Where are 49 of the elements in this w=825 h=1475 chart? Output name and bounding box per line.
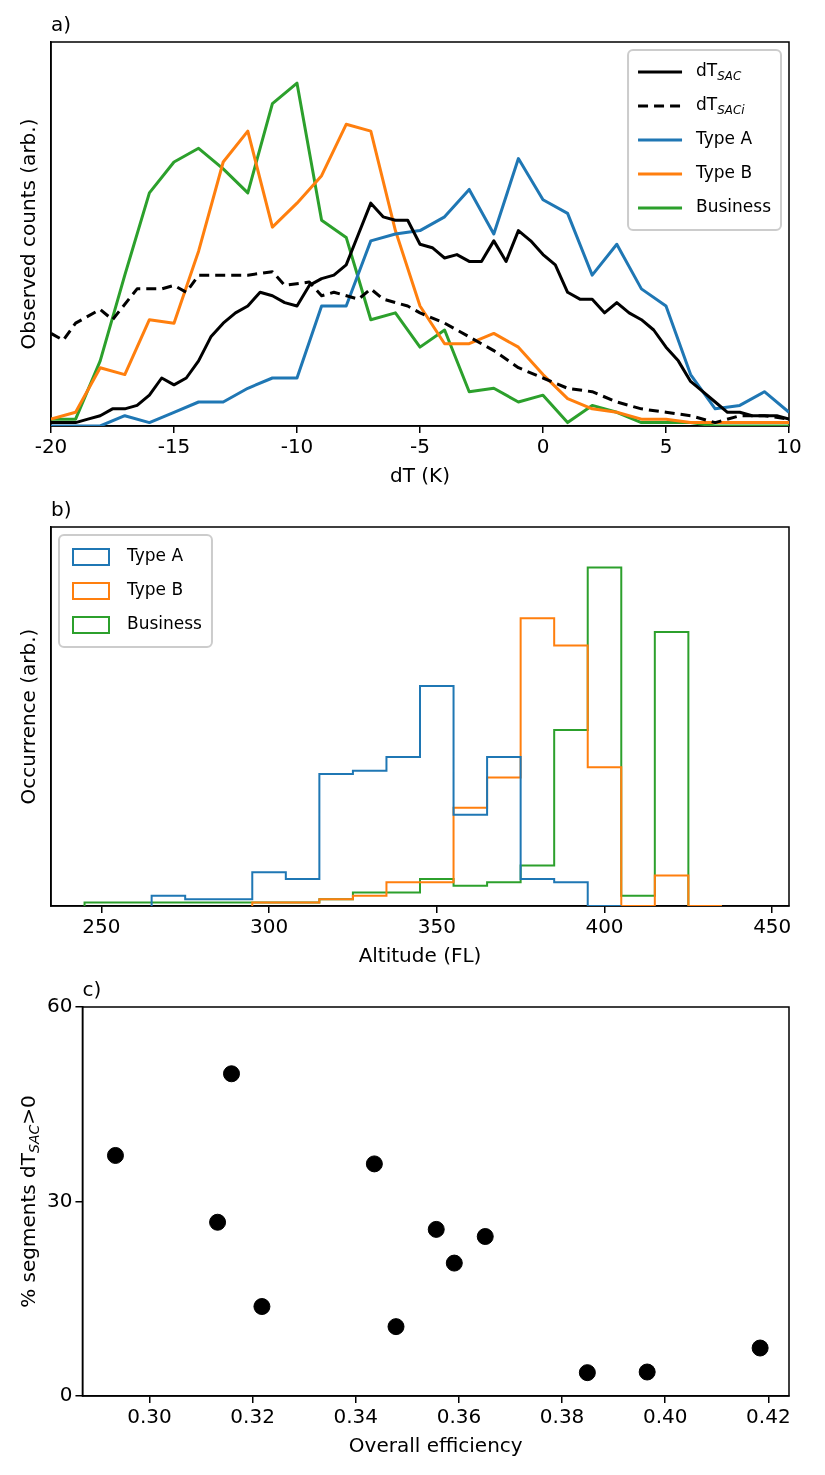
x-tick-label: 0.34 — [333, 1404, 379, 1429]
point — [253, 1298, 271, 1316]
point — [638, 1363, 656, 1381]
point — [427, 1220, 445, 1238]
legend-label: Type A — [695, 128, 753, 149]
x-tick-label: 400 — [585, 914, 624, 939]
point — [578, 1364, 596, 1382]
x-axis-title: Overall efficiency — [348, 1433, 523, 1458]
y-axis-title: Occurrence (arb.) — [16, 628, 41, 805]
point — [223, 1065, 240, 1083]
x-tick-label: 0.32 — [230, 1404, 275, 1429]
x-tick-label: 450 — [753, 914, 792, 939]
y-tick-label: 30 — [47, 1187, 73, 1212]
x-tick-label: 5 — [659, 434, 673, 459]
legend-label: Type B — [695, 162, 753, 183]
point — [365, 1155, 383, 1173]
point — [106, 1146, 124, 1164]
x-tick-label: -15 — [157, 434, 191, 459]
legend-label: Type B — [126, 579, 184, 600]
x-tick-label: 0.38 — [539, 1404, 585, 1429]
y-tick-label: 60 — [47, 993, 73, 1018]
point — [387, 1318, 405, 1336]
chart-title: b) — [51, 497, 72, 522]
x-tick-label: 0.36 — [436, 1404, 482, 1429]
point — [751, 1339, 769, 1357]
x-tick-label: 10 — [776, 434, 802, 459]
x-tick-label: -20 — [34, 434, 68, 459]
x-tick-label: 0 — [536, 434, 550, 459]
point — [445, 1254, 463, 1272]
x-tick-label: 350 — [417, 914, 456, 939]
legend-label: Business — [127, 613, 203, 634]
x-tick-label: 0.30 — [127, 1404, 172, 1429]
point — [476, 1228, 494, 1246]
legend-label: Business — [696, 196, 772, 217]
y-tick-label: 0 — [59, 1382, 73, 1407]
x-tick-label: 0.42 — [746, 1404, 791, 1429]
chart-title: a) — [51, 12, 72, 37]
y-axis-title: Observed counts (arb.) — [16, 118, 41, 350]
x-tick-label: -10 — [280, 434, 314, 459]
x-tick-label: 250 — [82, 914, 121, 939]
x-tick-label: 0.40 — [642, 1404, 688, 1429]
x-axis-title: Altitude (FL) — [358, 943, 482, 968]
x-tick-label: -5 — [410, 434, 430, 459]
x-axis-title: dT (K) — [390, 463, 450, 488]
x-tick-label: 300 — [249, 914, 289, 939]
chart-title: c) — [82, 977, 102, 1002]
legend-label: Type A — [126, 545, 184, 566]
y-axis-title: % segments dTSAC>0 — [16, 1095, 43, 1308]
point — [209, 1213, 227, 1231]
